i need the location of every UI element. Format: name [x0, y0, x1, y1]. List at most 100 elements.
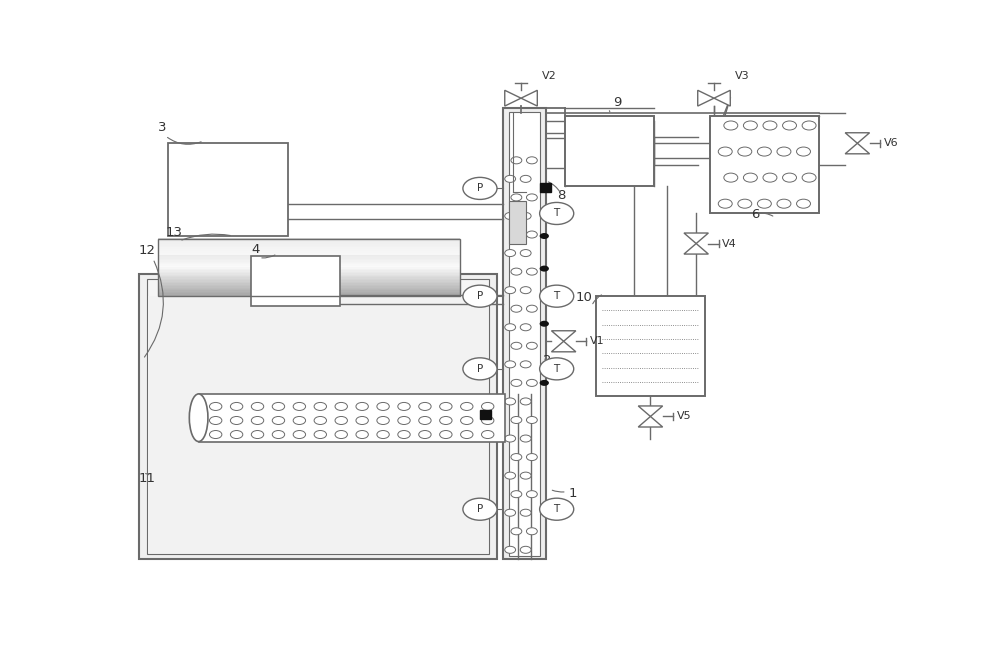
Circle shape	[738, 147, 752, 156]
Bar	[158, 256, 460, 258]
Circle shape	[505, 398, 516, 405]
Circle shape	[757, 147, 771, 156]
Text: V1: V1	[590, 337, 604, 346]
Bar	[158, 255, 460, 257]
Circle shape	[783, 121, 796, 130]
Bar	[503, 108, 546, 559]
Bar	[199, 394, 505, 441]
Bar	[480, 410, 491, 419]
Polygon shape	[551, 341, 576, 352]
Circle shape	[230, 417, 243, 424]
Circle shape	[209, 417, 222, 424]
Circle shape	[335, 417, 347, 424]
Bar	[158, 279, 460, 281]
Bar	[158, 258, 460, 260]
Bar	[158, 293, 460, 295]
Bar	[158, 253, 460, 255]
Circle shape	[511, 305, 522, 312]
Circle shape	[511, 231, 522, 238]
Circle shape	[526, 454, 537, 461]
Circle shape	[743, 121, 757, 130]
Circle shape	[461, 430, 473, 439]
Circle shape	[511, 417, 522, 424]
Circle shape	[505, 509, 516, 516]
Polygon shape	[845, 133, 870, 143]
Circle shape	[314, 417, 326, 424]
Circle shape	[777, 199, 791, 208]
Circle shape	[540, 498, 574, 520]
Bar	[158, 287, 460, 289]
Circle shape	[526, 231, 537, 238]
Text: 9: 9	[613, 96, 622, 109]
Bar	[147, 279, 489, 555]
Circle shape	[505, 175, 516, 182]
Polygon shape	[845, 143, 870, 154]
Bar	[139, 273, 497, 559]
Circle shape	[505, 286, 516, 294]
Circle shape	[802, 121, 816, 130]
Circle shape	[540, 380, 549, 386]
Circle shape	[520, 212, 531, 219]
Bar	[158, 262, 460, 264]
Circle shape	[511, 342, 522, 350]
Circle shape	[377, 430, 389, 439]
Bar	[158, 271, 460, 273]
Text: 8: 8	[557, 189, 566, 202]
Text: 7: 7	[483, 414, 492, 427]
Circle shape	[802, 173, 816, 182]
Circle shape	[520, 509, 531, 516]
Bar	[148, 296, 488, 553]
Circle shape	[377, 402, 389, 411]
Text: P: P	[477, 364, 483, 374]
Polygon shape	[638, 417, 663, 427]
Circle shape	[463, 498, 497, 520]
Text: V3: V3	[735, 72, 750, 81]
Bar	[158, 248, 460, 250]
Circle shape	[335, 402, 347, 411]
Bar	[509, 201, 526, 243]
Bar	[158, 284, 460, 286]
Text: T: T	[554, 505, 560, 514]
Text: 2: 2	[544, 354, 552, 367]
Circle shape	[520, 361, 531, 368]
Bar	[158, 283, 460, 284]
Circle shape	[783, 173, 796, 182]
Bar	[158, 270, 460, 271]
Polygon shape	[684, 243, 708, 254]
Circle shape	[419, 417, 431, 424]
Circle shape	[356, 402, 368, 411]
Text: P: P	[477, 184, 483, 193]
Circle shape	[505, 361, 516, 368]
Circle shape	[209, 402, 222, 411]
Bar	[710, 116, 819, 214]
Polygon shape	[505, 90, 521, 106]
Bar	[158, 267, 460, 269]
Text: T: T	[554, 291, 560, 301]
Bar	[158, 251, 460, 253]
Circle shape	[251, 430, 264, 439]
Circle shape	[505, 324, 516, 331]
Circle shape	[520, 398, 531, 405]
Circle shape	[724, 173, 738, 182]
Circle shape	[520, 175, 531, 182]
Circle shape	[398, 417, 410, 424]
Circle shape	[724, 121, 738, 130]
Circle shape	[738, 199, 752, 208]
Text: V4: V4	[722, 238, 737, 249]
Circle shape	[251, 402, 264, 411]
Circle shape	[314, 430, 326, 439]
Circle shape	[209, 430, 222, 439]
Text: V5: V5	[676, 411, 691, 421]
Circle shape	[526, 268, 537, 275]
Bar	[158, 242, 460, 244]
Text: 4: 4	[251, 243, 260, 256]
Text: T: T	[554, 208, 560, 219]
Text: 6: 6	[751, 208, 760, 221]
Text: 1: 1	[568, 487, 577, 500]
Circle shape	[419, 430, 431, 439]
Circle shape	[520, 435, 531, 442]
Bar	[158, 274, 460, 276]
Circle shape	[463, 177, 497, 199]
Circle shape	[377, 417, 389, 424]
Circle shape	[293, 430, 306, 439]
